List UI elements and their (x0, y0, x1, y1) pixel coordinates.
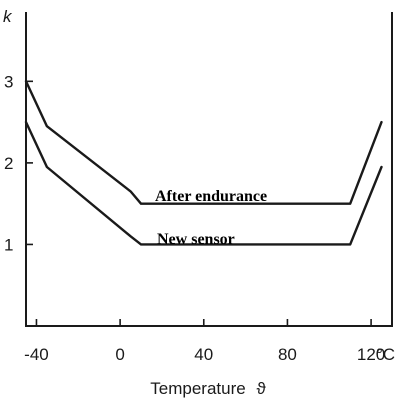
x-tick-label-3: 80 (278, 345, 297, 364)
axis-tick-labels: -40 0 40 80 120 1 2 3 (4, 72, 385, 364)
plot-frame (25, 12, 393, 327)
x-tick-label-2: 40 (194, 345, 213, 364)
x-tick-label-1: 0 (115, 345, 124, 364)
series-label-new-sensor: New sensor (157, 231, 235, 248)
x-tick-label-4: 120 (357, 345, 385, 364)
x-axis-title-symbol: ϑ (256, 379, 266, 398)
x-axis-title-text: Temperature (150, 379, 245, 398)
x-axis-unit: °C (376, 345, 395, 364)
y-tick-label-1: 2 (4, 154, 13, 173)
series-label-after-endurance: After endurance (155, 188, 267, 205)
axis-ticks (26, 80, 372, 326)
y-axis-title: k (3, 7, 13, 26)
x-axis-title: Temperature ϑ (150, 379, 266, 398)
series-line-0 (24, 80, 383, 205)
series-line-1 (24, 120, 383, 246)
x-tick-label-0: -40 (24, 345, 49, 364)
series-layer (24, 80, 383, 246)
y-tick-label-2: 3 (4, 72, 13, 91)
y-tick-label-0: 1 (4, 235, 13, 254)
